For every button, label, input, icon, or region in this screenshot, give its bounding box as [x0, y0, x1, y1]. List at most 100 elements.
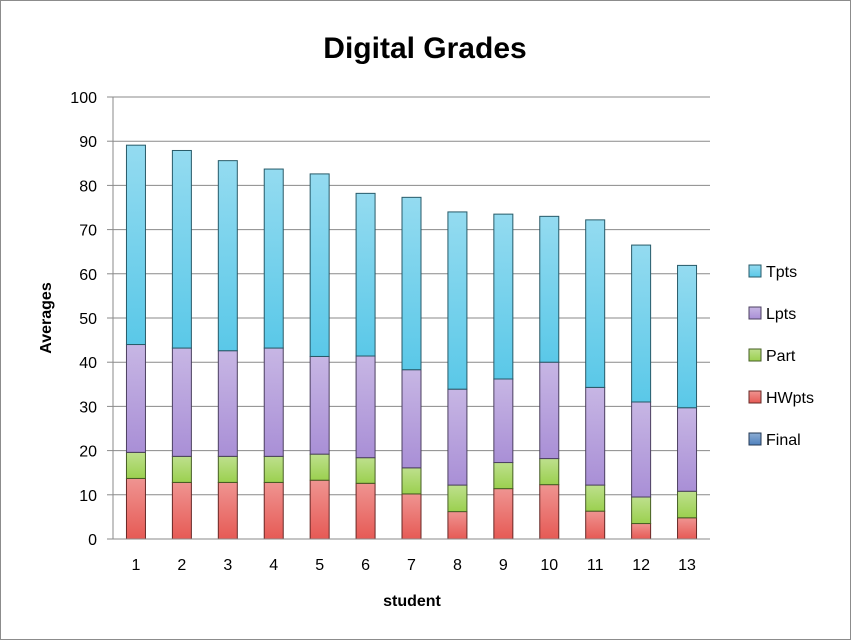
- bar-tpts-student-2: [171, 149, 192, 349]
- bar-part-student-4: [263, 455, 284, 483]
- y-tick-label: 100: [70, 90, 97, 107]
- bar-lpts-student-9: [493, 378, 514, 464]
- bar-tpts-student-3: [217, 160, 238, 352]
- bar-part-student-7: [401, 467, 422, 495]
- y-tick-label: 0: [88, 532, 97, 549]
- bar-part-student-13: [677, 490, 698, 519]
- legend-item-tpts: Tpts: [748, 264, 797, 281]
- x-tick-label: 11: [587, 557, 604, 574]
- bar-lpts-student-5: [309, 355, 330, 455]
- y-tick-label: 50: [79, 311, 97, 328]
- bar-hwpts-student-3: [217, 481, 238, 540]
- x-tick-label: 5: [315, 557, 324, 574]
- bar-tpts-student-4: [263, 168, 284, 349]
- x-axis-label: student: [383, 593, 441, 610]
- bar-hwpts-student-8: [447, 511, 468, 540]
- bar-tpts-student-6: [355, 192, 376, 357]
- bar-lpts-student-1: [125, 344, 146, 453]
- bar-lpts-student-3: [217, 350, 238, 457]
- bar-lpts-student-13: [677, 407, 698, 492]
- bar-part-student-3: [217, 455, 238, 483]
- bar-lpts-student-11: [585, 386, 606, 486]
- y-tick-label: 70: [79, 223, 97, 240]
- y-tick-label: 90: [79, 134, 97, 151]
- y-tick-label: 80: [79, 178, 97, 195]
- bar-part-student-11: [585, 484, 606, 512]
- legend-label: Lpts: [766, 306, 796, 323]
- bar-lpts-student-12: [631, 401, 652, 498]
- bar-tpts-student-11: [585, 219, 606, 388]
- x-tick-label: 8: [453, 557, 462, 574]
- legend-item-final: Final: [748, 432, 801, 449]
- bar-hwpts-student-5: [309, 479, 330, 540]
- x-tick-label: 10: [540, 557, 558, 574]
- axes: [107, 96, 710, 540]
- bar-hwpts-student-10: [539, 484, 560, 540]
- x-tick-label: 4: [269, 557, 278, 574]
- bar-part-student-5: [309, 453, 330, 481]
- bar-tpts-student-1: [125, 144, 146, 346]
- y-tick-label: 10: [79, 488, 97, 505]
- bar-part-student-1: [125, 451, 146, 479]
- legend: Tpts Lpts Part HWpts Final: [748, 264, 814, 449]
- bar-tpts-student-5: [309, 173, 330, 357]
- bar-hwpts-student-9: [493, 488, 514, 540]
- bar-tpts-student-12: [631, 244, 652, 403]
- bar-part-student-2: [171, 455, 192, 483]
- bar-part-student-8: [447, 484, 468, 513]
- legend-item-hwpts: HWpts: [748, 390, 814, 407]
- bar-tpts-student-10: [539, 215, 560, 363]
- chart-title: Digital Grades: [323, 32, 526, 65]
- y-tick-label: 20: [79, 444, 97, 461]
- legend-label: Part: [766, 348, 796, 365]
- x-tick-labels: 1 2 3 4 5 6 7 8 9 10 11 12 13: [132, 557, 697, 574]
- x-tick-label: 1: [132, 557, 141, 574]
- bar-lpts-student-2: [171, 347, 192, 457]
- bar-lpts-student-7: [401, 369, 422, 469]
- legend-label: HWpts: [766, 390, 814, 407]
- legend-swatch: [748, 390, 762, 404]
- x-tick-label: 6: [361, 557, 370, 574]
- bar-tpts-student-13: [677, 264, 698, 409]
- bars: [125, 144, 698, 540]
- legend-item-part: Part: [748, 348, 796, 365]
- x-tick-label: 3: [223, 557, 232, 574]
- bar-part-student-9: [493, 462, 514, 490]
- legend-swatch: [748, 348, 762, 362]
- x-tick-label: 13: [678, 557, 696, 574]
- x-tick-label: 9: [499, 557, 508, 574]
- x-tick-label: 12: [632, 557, 650, 574]
- bar-part-student-10: [539, 458, 560, 486]
- bar-lpts-student-8: [447, 388, 468, 486]
- bar-tpts-student-9: [493, 213, 514, 380]
- legend-swatch: [748, 264, 762, 278]
- bar-hwpts-student-6: [355, 482, 376, 540]
- bar-hwpts-student-7: [401, 493, 422, 540]
- bar-tpts-student-8: [447, 211, 468, 390]
- y-tick-label: 40: [79, 355, 97, 372]
- legend-swatch: [748, 306, 762, 320]
- bar-part-student-6: [355, 457, 376, 484]
- bar-lpts-student-6: [355, 355, 376, 459]
- bar-hwpts-student-2: [171, 481, 192, 540]
- bar-part-student-12: [631, 496, 652, 525]
- bar-tpts-student-7: [401, 196, 422, 371]
- x-tick-label: 2: [177, 557, 186, 574]
- x-tick-label: 7: [407, 557, 416, 574]
- bar-hwpts-student-4: [263, 481, 284, 540]
- legend-label: Final: [766, 432, 801, 449]
- bar-hwpts-student-13: [677, 517, 698, 540]
- bar-hwpts-student-11: [585, 510, 606, 540]
- y-axis-label: Averages: [38, 282, 55, 354]
- bar-hwpts-student-1: [125, 477, 146, 540]
- y-tick-label: 30: [79, 399, 97, 416]
- legend-swatch: [748, 432, 762, 446]
- y-tick-labels: 0 10 20 30 40 50 60 70 80 90 100: [70, 90, 97, 549]
- y-tick-label: 60: [79, 267, 97, 284]
- legend-item-lpts: Lpts: [748, 306, 796, 323]
- legend-label: Tpts: [766, 264, 797, 281]
- bar-hwpts-student-12: [631, 523, 652, 540]
- bar-lpts-student-10: [539, 361, 560, 460]
- bar-lpts-student-4: [263, 347, 284, 457]
